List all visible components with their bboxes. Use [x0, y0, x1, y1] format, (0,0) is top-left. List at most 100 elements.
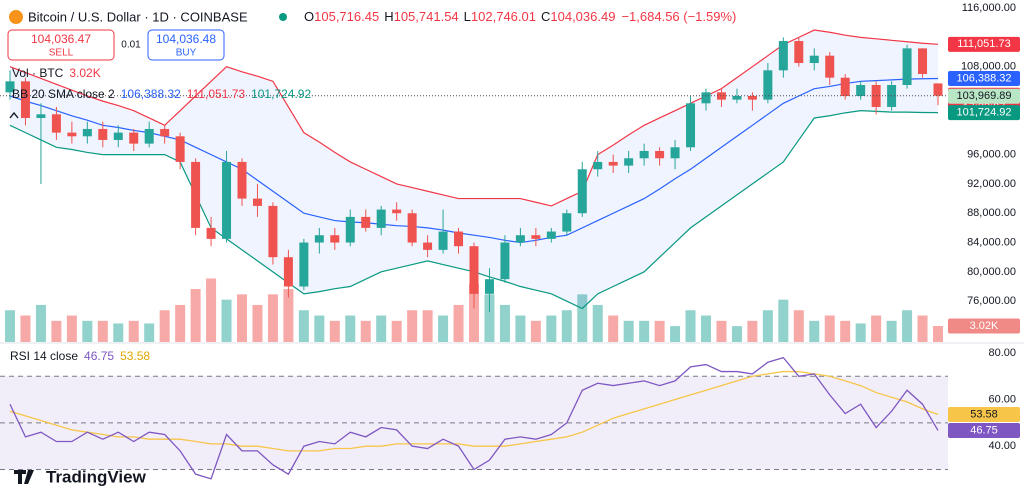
- candle-body: [794, 41, 804, 64]
- price-badge: 111,051.73: [957, 38, 1010, 50]
- volume-bar: [128, 320, 139, 342]
- volume-bar: [577, 294, 588, 342]
- bb-legend-name: BB 20 SMA close 2: [12, 87, 115, 101]
- bb-legend: BB 20 SMA close 2 106,388.32 111,051.73 101…: [12, 87, 311, 101]
- volume-bar: [716, 320, 727, 342]
- volume-bar: [793, 310, 804, 342]
- market-status: [279, 13, 287, 21]
- y-tick-label: 108,000.00: [961, 61, 1016, 73]
- candle-body: [809, 55, 819, 64]
- candle-body: [840, 77, 850, 96]
- rsi-badge: 46.75: [970, 424, 998, 436]
- candle-body: [252, 198, 262, 206]
- candle-body: [778, 41, 788, 71]
- coin-icon: [9, 10, 23, 24]
- price-badge: 103,969.89: [956, 90, 1011, 102]
- volume-bar: [855, 323, 866, 342]
- volume-bar: [221, 299, 232, 342]
- candle-body: [933, 83, 943, 96]
- candle-body: [500, 242, 510, 280]
- volume-bar: [113, 323, 124, 342]
- candle-body: [469, 246, 479, 294]
- volume-bar: [592, 304, 603, 342]
- buy-button[interactable]: [147, 29, 225, 61]
- candle-body: [515, 235, 525, 243]
- candle-body: [175, 136, 185, 162]
- volume-bar: [376, 315, 387, 342]
- candle-body: [701, 92, 711, 104]
- candle-body: [608, 161, 618, 166]
- volume-bar: [515, 315, 526, 342]
- candle-body: [624, 158, 634, 166]
- candle-body: [392, 209, 402, 214]
- candle-body: [160, 128, 170, 137]
- candle-body: [330, 235, 340, 243]
- volume-badge-bg: [948, 318, 1020, 334]
- candle-body: [562, 213, 572, 232]
- y-tick-label: 84,000.00: [967, 236, 1016, 248]
- volume-bar: [391, 320, 402, 342]
- volume-bar: [469, 283, 479, 342]
- candle-body: [918, 48, 928, 75]
- volume-bar: [237, 294, 247, 342]
- volume-bar: [267, 294, 278, 342]
- candle-body: [5, 81, 15, 93]
- candle-body: [593, 161, 603, 170]
- candle-body: [716, 92, 726, 100]
- sell-label: SELL: [49, 48, 74, 59]
- ohlc-value: 102,746.01: [471, 9, 536, 24]
- volume-bar: [360, 320, 371, 342]
- rsi-badge-bg: [948, 407, 1020, 423]
- buy-label: BUY: [176, 48, 197, 59]
- y-tick-label: 116,000.00: [962, 2, 1016, 14]
- candle-body: [856, 85, 866, 96]
- volume-bar: [82, 320, 93, 342]
- spread: 0.01: [121, 40, 141, 51]
- volume-bar: [97, 320, 108, 342]
- volume-bar: [252, 304, 263, 342]
- volume-bar: [20, 315, 31, 342]
- candle-body: [686, 103, 696, 148]
- candle-body: [20, 81, 30, 118]
- volume-bar: [144, 323, 155, 342]
- ohlc-key: C: [541, 9, 550, 24]
- volume-bar: [762, 310, 773, 342]
- sell-price: 104,036.47: [31, 32, 91, 46]
- collapse-icon[interactable]: [9, 111, 19, 119]
- price-badge-bg: [948, 70, 1020, 86]
- candle-body: [345, 216, 355, 243]
- brand-logo: [14, 470, 34, 484]
- volume-bar: [422, 310, 433, 342]
- volume-bar: [329, 320, 340, 342]
- price-badge-bg: [948, 88, 1020, 104]
- volume-bar: [159, 310, 170, 342]
- candle-body: [361, 216, 371, 228]
- candle-body: [577, 169, 587, 214]
- ohlc-value: 105,716.45: [314, 9, 379, 24]
- candle-body: [639, 150, 649, 159]
- volume-bar: [731, 326, 742, 342]
- symbol-title: Bitcoin / U.S. Dollar · 1D · COINBASE: [28, 9, 248, 24]
- candle-body: [129, 132, 139, 144]
- volume-bar: [902, 310, 913, 342]
- ohlc-key: H: [384, 9, 393, 24]
- rsi-legend-name: RSI 14 close: [10, 349, 78, 363]
- y-tick-label: 80.00: [988, 347, 1016, 359]
- candle-body: [283, 257, 293, 287]
- volume-bar: [345, 315, 356, 342]
- candle-body: [144, 128, 154, 144]
- candle-body: [531, 235, 541, 239]
- volume-bar: [35, 304, 46, 342]
- volume-bar: [407, 310, 418, 342]
- volume-badge: 3.02K: [970, 320, 999, 332]
- candle-body: [299, 242, 309, 287]
- volume-bar: [5, 310, 15, 342]
- rsi-badge: 53.58: [970, 408, 998, 420]
- sell-button[interactable]: [7, 29, 115, 61]
- price-badge: 101,724.92: [956, 107, 1011, 119]
- buy-price: 104,036.48: [156, 32, 216, 46]
- volume-bar: [886, 320, 897, 342]
- volume-bar: [190, 289, 201, 342]
- volume-bar: [206, 278, 217, 342]
- candle-body: [51, 114, 61, 133]
